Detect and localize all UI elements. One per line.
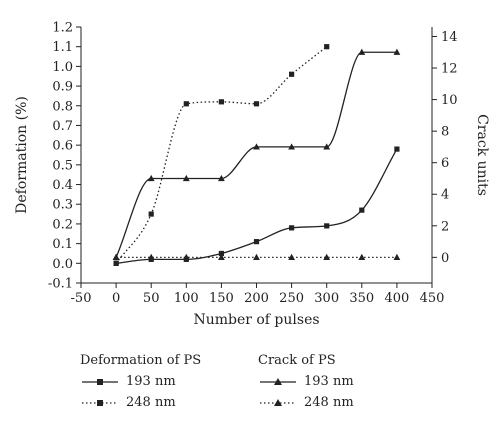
data-point-square xyxy=(324,44,330,50)
legend-line-dotted-triangle-icon xyxy=(260,398,296,406)
legend-item-deformation-193: 193 nm xyxy=(80,371,201,392)
y-right-axis-title: Crack units xyxy=(474,114,490,196)
data-point-triangle xyxy=(218,174,225,182)
y-left-tick-label: 0.9 xyxy=(52,80,73,95)
data-point-square xyxy=(148,211,154,217)
legend-item-label: 248 nm xyxy=(126,395,176,410)
y-left-tick-label: 0.6 xyxy=(52,139,73,154)
data-point-triangle xyxy=(288,253,295,260)
x-tick-label: 250 xyxy=(279,291,304,306)
x-tick-label: -50 xyxy=(71,291,92,306)
legend-line-solid-square-icon xyxy=(82,378,118,385)
y-right-tick-label: 10 xyxy=(441,93,458,108)
data-point-square xyxy=(289,225,295,231)
y-left-tick-label: 0.0 xyxy=(52,257,73,272)
y-left-tick-label: 1.2 xyxy=(52,21,73,36)
data-point-square xyxy=(113,260,119,266)
y-left-tick-label: 0.5 xyxy=(52,158,73,173)
x-tick-label: 400 xyxy=(384,291,409,306)
y-right-tick-label: 8 xyxy=(441,125,449,140)
y-left-axis-title: Deformation (%) xyxy=(14,96,30,214)
y-right-tick-label: 2 xyxy=(441,219,449,234)
chart: -50 0 50 100 150 200 250 300 350 400 450-0.10.00.1… xyxy=(14,21,490,329)
y-right-tick-label: 4 xyxy=(441,188,449,203)
x-tick-label: 0 xyxy=(112,291,120,306)
legend-item-label: 248 nm xyxy=(304,395,354,410)
y-right-tick-label: 14 xyxy=(441,30,458,45)
data-point-triangle xyxy=(323,253,331,260)
legend-crack-title: Crack of PS xyxy=(258,353,336,368)
legend-item-label: 193 nm xyxy=(126,374,176,389)
data-point-triangle xyxy=(253,253,260,260)
data-point-triangle xyxy=(323,143,331,150)
y-right-tick-label: 6 xyxy=(441,156,449,171)
x-tick-label: 50 xyxy=(143,291,160,306)
series-line-2 xyxy=(115,51,397,258)
y-left-tick-label: 0.3 xyxy=(52,198,73,213)
data-point-square xyxy=(253,239,260,245)
y-left-tick-label: -0.1 xyxy=(48,277,73,292)
data-point-square xyxy=(359,207,365,213)
legend-deformation: Deformation of PS 193 nm 248 nm xyxy=(80,350,201,413)
data-point-square xyxy=(289,71,295,77)
y-left-tick-label: 0.4 xyxy=(52,178,73,193)
data-point-triangle xyxy=(393,48,401,55)
legend-crack: Crack of PS 193 nm 248 nm xyxy=(258,350,354,413)
x-axis-title: Number of pulses xyxy=(193,312,319,328)
data-point-square xyxy=(218,250,224,257)
data-point-square xyxy=(253,101,260,107)
data-point-triangle xyxy=(393,253,401,260)
legend-item-crack-193: 193 nm xyxy=(258,371,354,392)
y-left-tick-label: 0.7 xyxy=(52,119,73,134)
data-point-square xyxy=(324,223,330,229)
legend-item-deformation-248: 248 nm xyxy=(80,392,201,413)
y-left-tick-label: 0.8 xyxy=(52,99,73,114)
series-line-1 xyxy=(115,46,328,264)
data-point-triangle xyxy=(182,253,190,260)
data-point-square xyxy=(183,101,189,107)
data-point-triangle xyxy=(358,48,366,55)
x-tick-label: 200 xyxy=(244,291,269,306)
y-right-tick-label: 0 xyxy=(441,251,449,266)
legend-item-label: 193 nm xyxy=(304,374,354,389)
x-tick-label: 450 xyxy=(420,291,445,306)
x-tick-label: 100 xyxy=(174,291,199,306)
data-point-square xyxy=(218,99,224,105)
data-point-triangle xyxy=(147,253,155,260)
y-left-tick-label: 0.1 xyxy=(52,237,73,252)
data-point-triangle xyxy=(358,253,366,260)
legend-item-crack-248: 248 nm xyxy=(258,392,354,413)
data-point-triangle xyxy=(218,253,225,260)
legend-line-solid-triangle-icon xyxy=(260,377,296,385)
data-point-triangle xyxy=(253,143,260,150)
y-left-tick-label: 0.2 xyxy=(52,217,73,232)
data-point-triangle xyxy=(147,174,155,182)
x-tick-label: 350 xyxy=(349,291,374,306)
data-point-square xyxy=(394,146,400,152)
data-point-triangle xyxy=(112,253,120,260)
y-right-tick-label: 12 xyxy=(441,62,458,77)
legend-line-dotted-square-icon xyxy=(82,399,118,406)
series-line-0 xyxy=(116,148,398,264)
x-tick-label: 150 xyxy=(209,291,234,306)
y-left-tick-label: 1.1 xyxy=(52,40,73,55)
data-point-triangle xyxy=(182,174,190,182)
x-tick-label: 300 xyxy=(314,291,339,306)
y-left-tick-label: 1.0 xyxy=(52,60,73,75)
legend-deformation-title: Deformation of PS xyxy=(80,353,202,368)
data-point-triangle xyxy=(288,143,295,150)
